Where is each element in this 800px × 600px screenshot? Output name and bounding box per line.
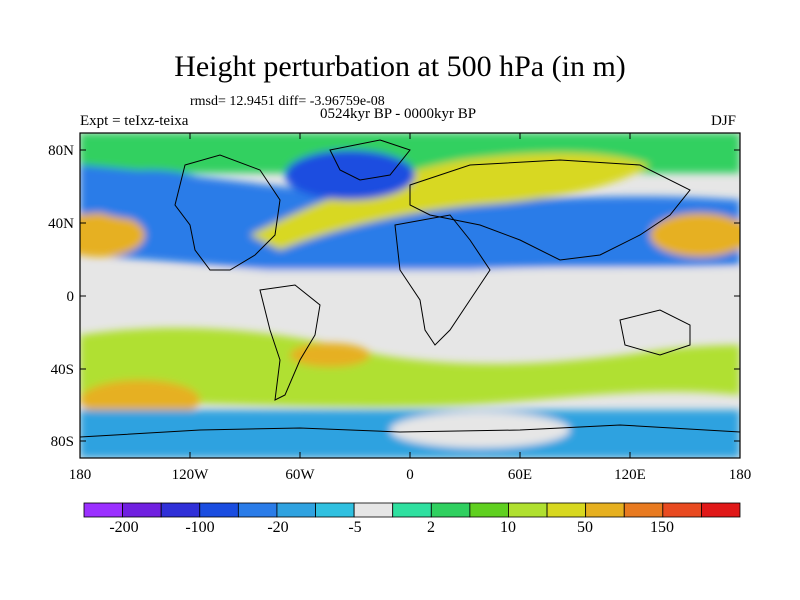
lon-label-60e: 60E — [508, 467, 532, 483]
region-southern-high-ring — [80, 327, 740, 408]
colorbar-label-50: 50 — [577, 519, 593, 536]
colorbar-label-10: 10 — [500, 519, 516, 536]
region-atlantic-high — [250, 153, 650, 250]
greenland-outline — [329, 139, 411, 181]
colorbar-swatch — [585, 502, 625, 518]
colorbar-swatch — [199, 502, 239, 518]
region-e-pacific-high — [650, 213, 740, 257]
colorbar-swatch — [237, 502, 278, 518]
lon-label-120e: 120E — [614, 467, 646, 483]
colorbar-swatch — [122, 502, 162, 518]
colorbar-label-neg20: -20 — [267, 519, 288, 536]
colorbar-swatch — [276, 502, 316, 518]
stats-line: rmsd= 12.9451 diff= -3.96759e-08 — [190, 94, 385, 109]
colorbar-swatch — [546, 502, 587, 518]
plot-title: Height perturbation at 500 hPa (in m) — [174, 50, 626, 83]
colorbar-swatch — [662, 502, 702, 518]
region-n-pacific-low — [80, 170, 220, 220]
field-layer — [80, 133, 740, 458]
colorbar-swatch — [469, 502, 509, 518]
lat-label-40s: 40S — [51, 362, 74, 378]
region-s-atlantic-high — [290, 343, 370, 367]
lat-axis-labels: 80N 40N 0 40S 80S — [48, 143, 74, 450]
antarctica-outline — [80, 424, 740, 438]
colorbar-swatch — [623, 502, 664, 518]
eurasia-outline — [409, 159, 691, 261]
colorbar-swatch — [353, 502, 394, 518]
colorbar-swatch — [392, 502, 432, 518]
lon-label-180e: 180 — [729, 467, 752, 483]
region-tropics — [80, 270, 740, 310]
lon-label-120w: 120W — [172, 467, 210, 483]
lon-axis-labels: 180 120W 60W 0 60E 120E 180 — [69, 467, 752, 483]
south-america-outline — [259, 284, 321, 401]
colorbar-label-2: 2 — [427, 519, 435, 536]
colorbar-swatch — [508, 502, 548, 518]
season-label: DJF — [711, 113, 737, 129]
colorbar-swatch — [160, 502, 201, 518]
colorbar-label-150: 150 — [650, 519, 674, 536]
colorbar-swatch — [701, 502, 741, 518]
coastlines — [80, 139, 740, 438]
australia-outline — [619, 309, 691, 356]
region-midlat-low — [80, 165, 740, 276]
axis-ticks — [79, 133, 741, 458]
north-america-outline — [174, 154, 281, 271]
africa-outline — [394, 214, 491, 346]
lon-label-60w: 60W — [285, 467, 315, 483]
lat-label-40n: 40N — [48, 216, 74, 232]
colorbar-label-neg5: -5 — [348, 519, 361, 536]
lat-label-80n: 80N — [48, 143, 74, 159]
lat-label-80s: 80S — [51, 434, 74, 450]
period-label: 0524kyr BP - 0000kyr BP — [320, 106, 477, 122]
colorbar-swatch — [430, 502, 471, 518]
colorbar-label-neg100: -100 — [185, 519, 214, 536]
lon-label-0: 0 — [406, 467, 414, 483]
experiment-label: Expt = teIxz-teixa — [80, 113, 189, 129]
colorbar-swatch — [315, 502, 355, 518]
colorbar — [83, 502, 741, 518]
region-w-pacific-high — [80, 213, 145, 257]
region-antarctic-neutral — [390, 412, 570, 448]
colorbar-swatch — [83, 502, 123, 518]
lat-label-0: 0 — [67, 289, 75, 305]
colorbar-label-neg200: -200 — [109, 519, 138, 536]
lon-label-180w: 180 — [69, 467, 92, 483]
colorbar-labels: -200 -100 -20 -5 2 10 50 150 — [109, 519, 674, 536]
